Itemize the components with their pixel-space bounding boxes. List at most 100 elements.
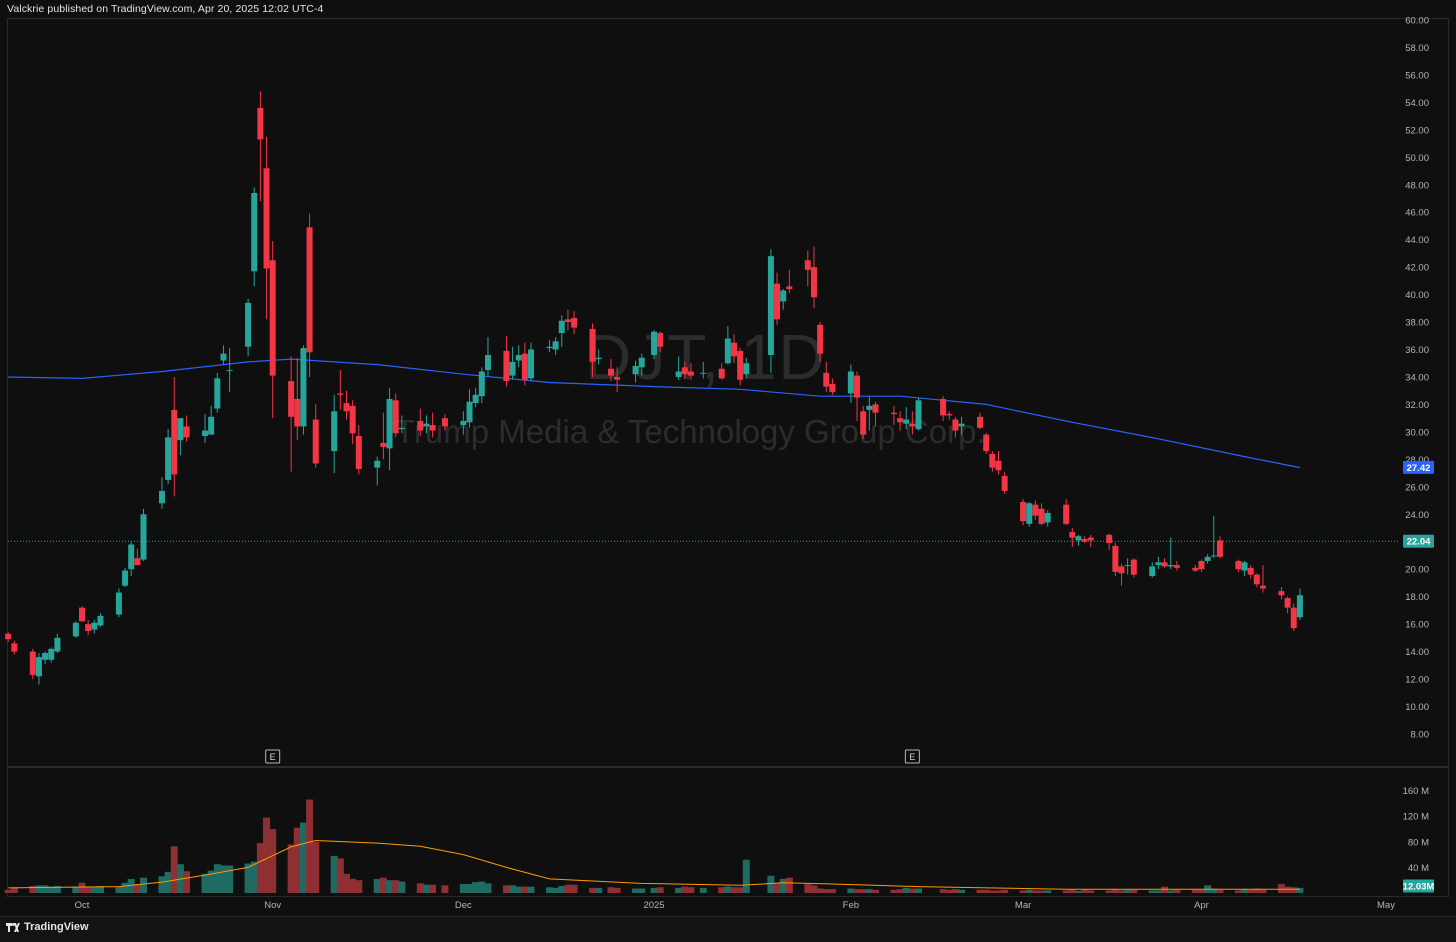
candle-body: [1284, 598, 1291, 608]
volume-bar-down: [4, 889, 12, 893]
volume-bar-up: [1210, 888, 1218, 893]
candle-down: [134, 548, 141, 566]
candle-down: [355, 425, 362, 475]
volume-bar-up: [558, 885, 566, 893]
volume-bar-up: [1241, 889, 1249, 893]
volume-bar-down: [687, 887, 695, 893]
candle-body: [743, 363, 750, 375]
volume-bar-up: [219, 865, 227, 893]
volume-bar-up: [244, 863, 252, 893]
volume-bar-down: [828, 889, 836, 893]
candle-up: [558, 315, 565, 347]
candle-body: [374, 460, 381, 468]
price-tick-label: 50.00: [1405, 153, 1429, 164]
volume-bar-down: [822, 889, 830, 893]
volume-bar-up: [742, 859, 750, 893]
volume-bar-down: [306, 799, 314, 893]
candle-up: [331, 394, 338, 474]
candle-body: [909, 423, 916, 427]
price-pane[interactable]: [7, 18, 1449, 767]
candle-body: [774, 283, 781, 320]
volume-bar-down: [1038, 890, 1046, 893]
candle-body: [466, 401, 473, 423]
candle-body: [97, 615, 104, 626]
candle-down: [687, 363, 694, 380]
candle-body: [897, 418, 904, 423]
candle-body: [614, 376, 621, 380]
candle-body: [300, 348, 307, 427]
candle-body: [958, 423, 965, 427]
volume-bar-down: [416, 883, 424, 893]
last-volume-label: 12.03M: [1403, 879, 1434, 893]
candle-body: [989, 453, 996, 468]
price-tick-label: 38.00: [1405, 318, 1429, 329]
candle-down: [1118, 563, 1125, 586]
volume-axis: 40 M 80 M 120 M 160 M: [1403, 786, 1429, 874]
candle-down: [1278, 587, 1285, 600]
candle-body: [1173, 565, 1180, 568]
candle-up: [552, 337, 559, 356]
volume-bar-down: [1253, 888, 1261, 893]
volume-bar-up: [472, 882, 480, 893]
candle-body: [1026, 503, 1033, 524]
candle-down: [429, 412, 436, 438]
candle-body: [767, 256, 774, 356]
volume-bar-down: [816, 888, 824, 893]
candle-body: [5, 633, 12, 640]
candle-down: [989, 451, 996, 472]
candle-up: [460, 411, 467, 435]
candle-body: [1253, 574, 1260, 585]
candle-up: [528, 342, 535, 382]
candle-body: [521, 353, 528, 380]
candle-down: [441, 414, 448, 431]
candle-down: [349, 400, 356, 445]
candle-body: [638, 357, 645, 368]
volume-bar-up: [484, 883, 492, 893]
price-tick-label: 18.00: [1405, 592, 1429, 603]
volume-bar-down: [1277, 884, 1285, 893]
volume-bar-down: [1247, 889, 1255, 893]
candle-body: [718, 368, 725, 379]
candle-up: [595, 349, 602, 365]
candle-up: [226, 348, 233, 393]
footer-bar: [0, 916, 1456, 942]
candle-up: [903, 407, 910, 430]
volume-bar-down: [589, 887, 597, 893]
candle-body: [257, 107, 264, 140]
candle-body: [140, 514, 147, 560]
candle-body: [294, 398, 301, 427]
volume-bar-down: [982, 889, 990, 893]
volume-bar-up: [398, 881, 406, 893]
candle-body: [349, 405, 356, 434]
volume-bar-up: [90, 886, 98, 893]
volume-bar-down: [1284, 886, 1292, 893]
candle-body: [1020, 501, 1027, 522]
volume-bar-down: [170, 846, 178, 893]
candle-up: [1296, 588, 1303, 621]
earnings-marker: E: [265, 749, 281, 764]
volume-pane[interactable]: [7, 767, 1449, 897]
candle-body: [903, 419, 910, 424]
volume-bar-up: [632, 888, 640, 893]
candle-down: [946, 411, 953, 420]
candle-down: [1173, 560, 1180, 571]
candle-body: [1069, 532, 1076, 538]
volume-bar-down: [945, 889, 953, 893]
candle-body: [423, 423, 430, 427]
candle-body: [1130, 559, 1137, 575]
candle-down: [1020, 499, 1027, 526]
candle-up: [1204, 554, 1211, 564]
candle-up: [251, 187, 258, 287]
price-tick-label: 26.00: [1405, 482, 1429, 493]
candle-body: [786, 286, 793, 290]
volume-bar-up: [299, 822, 307, 893]
brand[interactable]: TradingView: [6, 921, 89, 933]
candle-down: [718, 363, 725, 380]
earnings-marker-label: E: [270, 752, 276, 762]
volume-bar-down: [890, 889, 898, 893]
candle-body: [687, 371, 694, 376]
candle-body: [115, 592, 122, 615]
candle-down: [1001, 471, 1008, 494]
candle-up: [35, 652, 42, 685]
